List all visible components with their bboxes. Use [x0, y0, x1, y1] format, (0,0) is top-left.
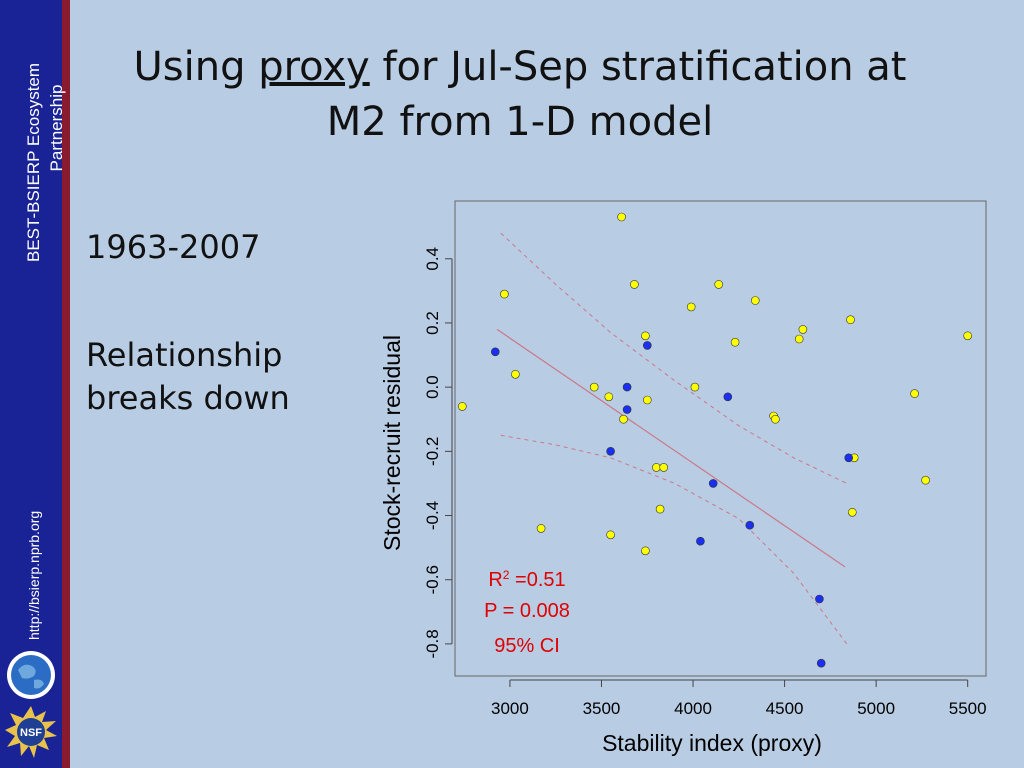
x-tick-label: 4000 — [674, 699, 712, 718]
r-squared-annotation: R2 =0.51 — [488, 568, 565, 591]
data-point-yellow — [536, 524, 546, 533]
data-point-yellow — [457, 402, 467, 411]
data-point-blue — [844, 453, 854, 463]
data-point-blue — [723, 392, 733, 402]
y-tick-label: -0.2 — [423, 437, 442, 466]
x-axis-label: Stability index (proxy) — [602, 730, 822, 756]
data-point-blue — [816, 658, 826, 668]
nsf-logo-icon: NSF — [5, 706, 57, 758]
plot-frame — [454, 200, 987, 677]
data-point-yellow — [798, 325, 808, 334]
relationship-note: Relationship breaks down — [86, 334, 290, 420]
y-tick-label: -0.8 — [423, 629, 442, 658]
data-point-yellow — [714, 280, 724, 289]
sidebar-stripe — [62, 0, 70, 768]
data-point-yellow — [910, 389, 919, 398]
data-point-blue — [490, 347, 500, 357]
data-point-blue — [815, 594, 824, 604]
data-point-blue — [708, 479, 718, 488]
data-point-yellow — [963, 331, 973, 341]
data-point-blue — [642, 341, 652, 350]
data-point-yellow — [655, 504, 665, 514]
x-tick-label: 3000 — [491, 699, 529, 718]
data-point-yellow — [652, 463, 661, 472]
data-point-yellow — [641, 331, 650, 341]
y-tick-label: -0.6 — [423, 565, 442, 594]
data-point-yellow — [641, 546, 650, 556]
sidebar — [0, 0, 62, 768]
note-line2: breaks down — [86, 379, 290, 417]
data-point-yellow — [846, 315, 855, 325]
data-point-yellow — [847, 507, 857, 517]
title-pre: Using — [133, 44, 259, 90]
r-squared-superscript: 2 — [503, 568, 510, 582]
data-point-yellow — [606, 530, 615, 540]
data-point-yellow — [500, 289, 509, 299]
y-tick-label: 0.2 — [423, 311, 442, 335]
data-point-yellow — [617, 212, 626, 222]
fit-line — [496, 328, 846, 568]
data-point-yellow — [604, 392, 614, 402]
data-point-yellow — [730, 337, 740, 347]
data-point-yellow — [794, 334, 804, 344]
data-point-yellow — [511, 369, 520, 379]
y-tick-label: 0.4 — [423, 247, 442, 271]
note-line1: Relationship — [86, 336, 283, 374]
data-point-yellow — [750, 296, 760, 305]
ci-upper-line — [500, 232, 848, 484]
slide-title: Using proxy for Jul-Sep stratification a… — [80, 40, 960, 150]
data-point-yellow — [686, 302, 696, 312]
x-tick-label: 5000 — [857, 699, 895, 718]
title-underlined: proxy — [258, 44, 370, 90]
ci-lower-line — [500, 434, 848, 645]
data-point-yellow — [659, 463, 669, 472]
y-tick-label: -0.4 — [423, 501, 442, 530]
p-value-annotation: P = 0.008 — [484, 600, 570, 622]
data-point-yellow — [589, 382, 599, 392]
data-point-blue — [606, 446, 615, 456]
data-point-blue — [622, 405, 632, 414]
nsf-logo-text: NSF — [20, 727, 42, 739]
data-point-blue — [622, 382, 632, 392]
x-tick-label: 4500 — [766, 699, 804, 718]
ci-annotation: 95% CI — [494, 635, 560, 657]
y-tick-label: 0.0 — [423, 375, 442, 399]
x-tick-label: 3500 — [583, 699, 621, 718]
r-squared-value: =0.51 — [509, 569, 565, 591]
data-point-yellow — [921, 475, 930, 485]
data-point-yellow — [630, 280, 639, 289]
globe-logo-icon — [7, 651, 55, 699]
title-line2: M2 from 1-D model — [326, 99, 714, 145]
data-point-yellow — [690, 382, 700, 392]
data-point-yellow — [642, 395, 652, 405]
data-point-blue — [696, 536, 705, 546]
title-post: for Jul-Sep stratification at — [369, 44, 907, 90]
x-tick-label: 5500 — [949, 699, 987, 718]
data-point-blue — [745, 520, 755, 530]
year-range: 1963-2007 — [86, 228, 261, 266]
r-squared-label: R — [488, 569, 502, 591]
data-point-yellow — [771, 414, 780, 424]
y-axis-label: Stock-recruit residual — [379, 335, 405, 551]
data-point-yellow — [619, 414, 628, 424]
